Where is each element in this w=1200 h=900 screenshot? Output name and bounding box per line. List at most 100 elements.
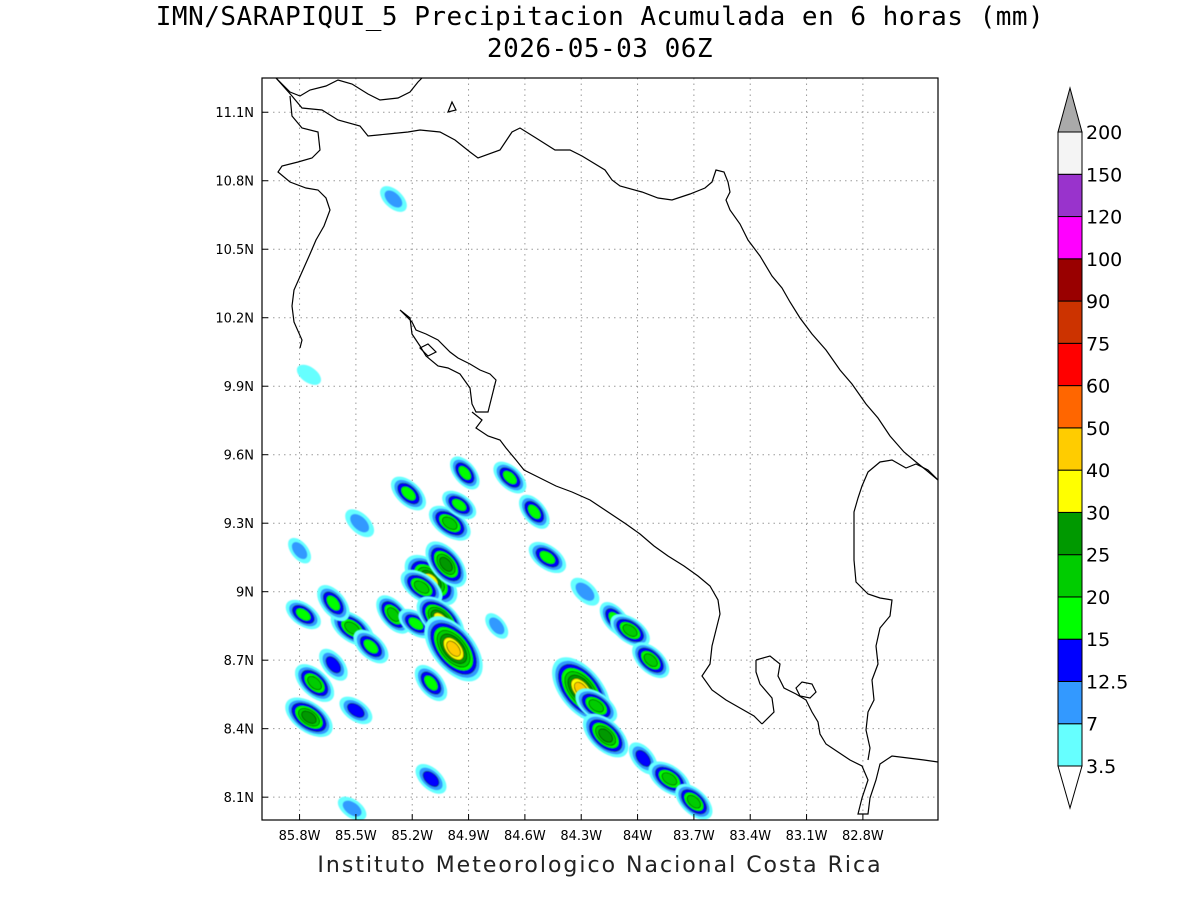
legend-level-label: 20 — [1086, 587, 1110, 609]
precip-contour — [539, 550, 556, 565]
legend-level-label: 200 — [1086, 122, 1122, 144]
precip-contour — [527, 504, 542, 520]
legend-swatch — [1057, 342, 1083, 387]
precip-contour — [301, 710, 317, 724]
lat-tick-label: 10.8N — [215, 175, 254, 190]
lat-tick-label: 11.1N — [215, 106, 254, 121]
panama-border — [853, 459, 938, 761]
pacific-northwest-coast — [277, 95, 331, 349]
precip-cell — [414, 664, 448, 702]
legend-lower-arrow — [1057, 765, 1083, 810]
lat-tick-label: 8.4N — [224, 723, 254, 738]
precip-contour — [347, 703, 365, 718]
precip-cell — [485, 613, 509, 639]
precip-contour — [386, 607, 401, 622]
legend-level-label: 100 — [1086, 249, 1122, 271]
precip-contour — [588, 699, 604, 713]
precip-cell — [632, 642, 670, 679]
precip-contour — [326, 595, 341, 611]
legend-upper-arrow — [1057, 86, 1083, 133]
lat-tick-label: 9.9N — [224, 380, 254, 395]
precip-contour — [342, 800, 362, 817]
precip-contour — [291, 542, 308, 560]
lon-tick-label: 84.6W — [504, 829, 546, 844]
precip-contour — [384, 190, 403, 208]
precip-contour — [451, 498, 467, 512]
lon-tick-label: 83.7W — [673, 829, 715, 844]
lon-tick-label: 82.8W — [842, 829, 884, 844]
precip-cell — [294, 664, 335, 702]
precip-cell — [390, 476, 427, 511]
legend-level-label: 50 — [1086, 418, 1110, 440]
precip-contour — [686, 794, 701, 809]
precip-contour — [325, 656, 341, 674]
precip-cell — [675, 783, 713, 820]
lat-tick-label: 10.5N — [215, 243, 254, 258]
lon-tick-label: 83.1W — [786, 829, 828, 844]
precip-cell — [570, 577, 600, 606]
precip-cell — [425, 541, 467, 588]
precip-contour — [422, 770, 440, 787]
legend-swatch — [1057, 427, 1083, 471]
legend-swatch — [1057, 300, 1083, 344]
precip-cell — [493, 461, 527, 494]
precip-cell — [285, 697, 333, 737]
precip-cell — [337, 796, 367, 820]
legend-swatch — [1057, 723, 1083, 767]
precip-contour — [446, 640, 461, 657]
precip-contour — [363, 639, 379, 654]
legend-level-label: 120 — [1086, 207, 1122, 229]
precip-contour — [502, 470, 518, 485]
legend-level-label: 3.5 — [1086, 756, 1116, 778]
precip-cell — [415, 763, 447, 794]
precip-contour — [442, 516, 458, 530]
precip-contour — [307, 675, 322, 691]
precipitation-field — [285, 186, 713, 820]
longitude-axis: 85.8W 85.5W 85.2W 84.9W 84.6W 84.3W 84W 83.7W 83… — [279, 814, 884, 844]
precip-contour — [635, 749, 651, 767]
legend-swatch — [1057, 511, 1083, 556]
central-pacific-coast — [471, 411, 763, 725]
legend-swatch — [1057, 596, 1083, 640]
color-legend: 3.5 7 12.5 15 20 25 30 40 50 60 75 90 100 120 150 200 — [1057, 86, 1128, 810]
lat-tick-label: 9.6N — [224, 449, 254, 464]
precip-cell — [528, 541, 567, 574]
precip-cell — [575, 688, 618, 724]
lon-tick-label: 85.2W — [391, 829, 433, 844]
precip-contour — [423, 675, 439, 691]
north-coastline — [275, 78, 938, 481]
legend-swatch — [1057, 258, 1083, 302]
precip-contour — [575, 582, 595, 601]
legend-level-label: 40 — [1086, 460, 1110, 482]
precip-cell — [353, 629, 389, 664]
golfo-dulce — [755, 660, 775, 725]
precip-contour — [408, 617, 424, 631]
legend-swatch — [1057, 173, 1083, 218]
nicaragua-lake-shore — [275, 78, 423, 101]
precip-cell — [442, 490, 477, 520]
legend-level-label: 30 — [1086, 502, 1110, 524]
precip-contour — [295, 607, 312, 622]
precip-cell — [582, 713, 629, 758]
lat-tick-label: 8.7N — [224, 654, 254, 669]
precip-contour — [296, 364, 322, 385]
precip-cell — [449, 456, 480, 490]
precip-cell — [428, 505, 471, 541]
precip-contour — [598, 728, 613, 743]
lat-tick-label: 8.1N — [224, 791, 254, 806]
legend-swatch — [1057, 216, 1083, 260]
nicoya-gulf — [399, 309, 497, 413]
coastline — [275, 78, 938, 815]
precip-contour — [439, 556, 453, 572]
burica-point — [795, 681, 817, 699]
lon-tick-label: 85.5W — [335, 829, 377, 844]
precip-cell — [288, 537, 312, 564]
lat-tick-label: 10.2N — [215, 312, 254, 327]
latitude-axis: 11.1N 10.8N 10.5N 10.2N 9.9N 9.6N 9.3N 9N 8.7N 8.… — [215, 106, 268, 806]
precip-contour — [489, 617, 505, 635]
lat-tick-label: 9N — [236, 586, 254, 601]
map-subtitle: 2026-05-03 06Z — [486, 34, 714, 64]
precip-cell — [296, 364, 322, 385]
credit-text: Instituto Meteorologico Nacional Costa R… — [317, 853, 883, 878]
